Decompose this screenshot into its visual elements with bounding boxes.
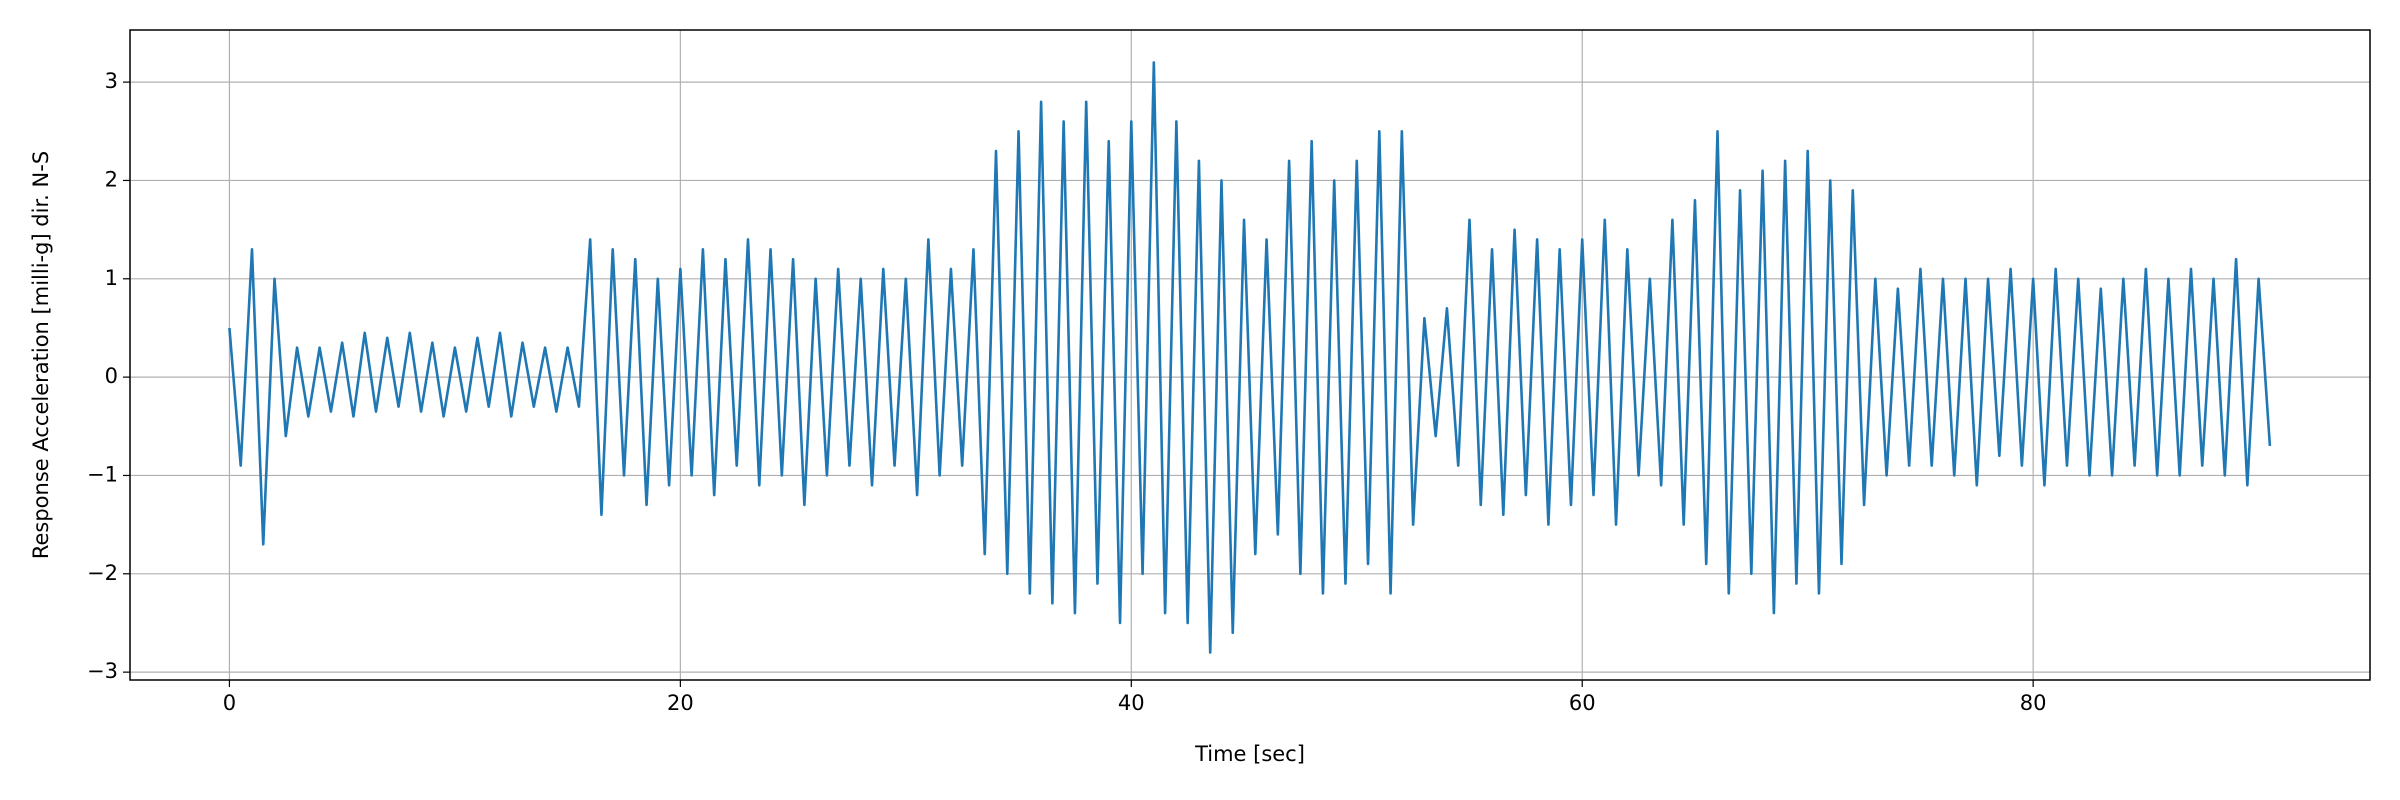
y-tick-label: 2 [105, 167, 118, 191]
tick-layer: 0 20 40 60 80 −3 −2 −1 0 1 2 3 [87, 69, 2046, 715]
x-tick-label: 60 [1569, 691, 1596, 715]
y-tick-label: 0 [105, 364, 118, 388]
x-axis-label: Time [sec] [1194, 742, 1305, 766]
x-tick-label: 20 [667, 691, 694, 715]
y-axis-label: Response Acceleration [milli-g] dir. N-S [29, 151, 53, 559]
x-tick-label: 80 [2020, 691, 2047, 715]
y-tick-label: −3 [87, 659, 118, 683]
plot-frame [129, 29, 2371, 681]
y-tick-label: 1 [105, 266, 118, 290]
y-tick-label: 3 [105, 69, 118, 93]
x-tick-label: 0 [223, 691, 236, 715]
x-tick-label: 40 [1118, 691, 1145, 715]
signal-line [228, 61, 2272, 654]
y-tick-label: −2 [87, 561, 118, 585]
plot-layer [228, 61, 2272, 654]
y-tick-label: −1 [87, 462, 118, 486]
